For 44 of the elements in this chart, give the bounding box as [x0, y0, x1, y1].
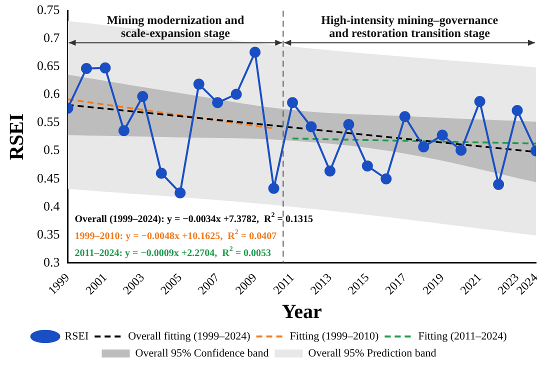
y-tick-label: 0.5	[44, 142, 60, 158]
point	[399, 111, 410, 122]
point	[493, 178, 504, 190]
point	[306, 121, 317, 132]
point	[212, 97, 224, 108]
point	[512, 105, 523, 116]
y-tick-label: 0.35	[37, 226, 60, 242]
point	[456, 144, 467, 156]
point	[474, 96, 486, 108]
y-tick-label: 0.3	[44, 254, 60, 270]
point	[324, 165, 336, 176]
y-tick-label: 0.45	[37, 170, 60, 186]
point	[174, 187, 186, 198]
annotation: High-intensity mining–governance and restoration transition stage	[321, 12, 499, 40]
point	[80, 62, 92, 74]
point	[343, 119, 354, 130]
legend-label: RSEI	[64, 330, 89, 342]
point	[100, 62, 111, 74]
point	[362, 160, 373, 172]
x-axis-title: Year	[282, 301, 322, 324]
annotation: Mining modernization and scale-expansion stage	[106, 12, 244, 40]
y-axis-title: RSEI	[6, 113, 28, 160]
y-tick-label: 0.6	[44, 86, 60, 102]
point	[287, 97, 298, 108]
point	[418, 141, 430, 152]
point	[380, 173, 392, 184]
point	[137, 90, 148, 102]
y-tick-label: 0.65	[37, 58, 60, 74]
y-tick-label: 0.7	[44, 30, 60, 46]
point	[156, 168, 167, 179]
legend-label: Overall 95% Confidence band	[135, 347, 270, 360]
legend-label: Fitting (1999–2010)	[290, 330, 380, 342]
y-tick-label: 0.4	[44, 198, 60, 214]
y-tick-label: 0.55	[37, 114, 60, 130]
legend-label: Fitting (2011–2024)	[418, 330, 508, 342]
legend-label: Overall 95% Prediction band	[308, 347, 437, 360]
point	[118, 125, 130, 136]
point	[250, 46, 261, 58]
point	[230, 88, 242, 100]
point	[268, 182, 280, 194]
y-tick-label: 0.75	[37, 2, 60, 18]
point	[193, 78, 204, 90]
legend-label: Overall fitting (1999–2024)	[128, 330, 251, 342]
point	[436, 130, 448, 141]
